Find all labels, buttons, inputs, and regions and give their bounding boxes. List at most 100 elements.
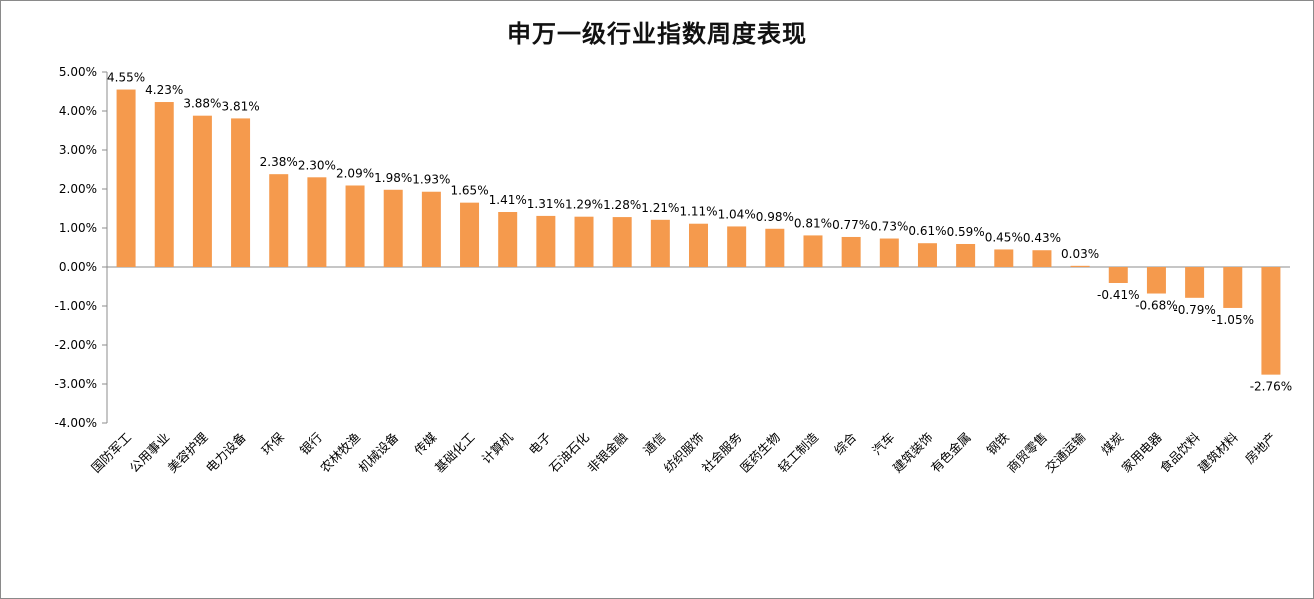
data-label: -0.68% <box>1135 299 1177 313</box>
data-label: 0.98% <box>756 210 794 224</box>
y-tick-label: 2.00% <box>59 182 97 196</box>
bar <box>727 226 747 267</box>
category-label: 公用事业 <box>126 430 172 476</box>
category-label: 交通运输 <box>1042 429 1088 475</box>
data-label: 0.61% <box>908 224 946 238</box>
category-label: 计算机 <box>479 429 516 466</box>
bar <box>421 191 441 267</box>
y-tick-label: -4.00% <box>55 416 97 430</box>
category-label: 环保 <box>259 429 288 458</box>
category-label: 传媒 <box>411 429 440 458</box>
bar <box>1108 267 1128 283</box>
data-label: 2.09% <box>336 166 374 180</box>
bar <box>1032 250 1052 267</box>
category-label: 国防军工 <box>88 430 134 476</box>
bar <box>192 115 212 268</box>
data-label: 1.93% <box>412 173 450 187</box>
y-tick-label: -1.00% <box>55 299 97 313</box>
category-label: 食品饮料 <box>1157 429 1203 475</box>
y-tick-label: -3.00% <box>55 377 97 391</box>
data-label: 1.04% <box>718 207 756 221</box>
bar <box>1146 267 1166 294</box>
bars-layer <box>116 89 1281 375</box>
data-label: 4.23% <box>145 83 183 97</box>
bar <box>994 249 1014 267</box>
category-label: 美容护理 <box>165 429 211 475</box>
data-label: 0.81% <box>794 216 832 230</box>
category-label: 煤炭 <box>1098 430 1126 458</box>
data-label: 1.98% <box>374 171 412 185</box>
bar <box>460 202 480 267</box>
category-label: 社会服务 <box>699 430 745 476</box>
bar <box>116 89 136 267</box>
bar <box>536 215 556 267</box>
data-label: 1.31% <box>527 197 565 211</box>
bar <box>765 228 785 267</box>
bar <box>345 185 365 267</box>
category-label: 医药生物 <box>737 430 783 476</box>
bar <box>383 189 403 267</box>
bar <box>650 219 670 267</box>
bar <box>269 174 289 267</box>
data-label: 3.81% <box>222 99 260 113</box>
category-label: 电力设备 <box>203 429 249 475</box>
category-label: 房地产 <box>1242 430 1279 467</box>
y-tick-label: -2.00% <box>55 338 97 352</box>
data-label: 0.59% <box>947 225 985 239</box>
data-label: 0.43% <box>1023 231 1061 245</box>
category-label: 机械设备 <box>355 429 401 475</box>
category-label: 石油石化 <box>546 429 592 475</box>
data-label: 3.88% <box>183 97 221 111</box>
category-label: 农林牧渔 <box>317 430 363 476</box>
bar <box>574 216 594 267</box>
data-label: 0.45% <box>985 230 1023 244</box>
category-label: 有色金属 <box>928 430 974 476</box>
category-label: 非银金融 <box>584 429 630 475</box>
category-label: 家用电器 <box>1119 429 1165 475</box>
category-label: 汽车 <box>869 430 897 458</box>
data-label: -0.79% <box>1173 303 1215 317</box>
data-label: 2.30% <box>298 158 336 172</box>
bar <box>498 212 518 267</box>
data-label: 0.73% <box>870 220 908 234</box>
category-label: 基础化工 <box>432 430 478 476</box>
data-label: 4.55% <box>107 71 145 85</box>
data-label: 0.77% <box>832 218 870 232</box>
data-label: -2.76% <box>1250 380 1292 394</box>
category-label: 建筑装饰 <box>890 430 936 476</box>
category-label: 银行 <box>297 430 325 458</box>
category-label: 建筑材料 <box>1195 429 1241 475</box>
bar <box>307 177 327 267</box>
data-label: 0.03% <box>1061 247 1099 261</box>
data-labels-layer: 4.55%4.23%3.88% 3.81% 2.38% 2.30%2.09% 1.98%… <box>107 71 1292 394</box>
data-label: 2.38% <box>260 155 298 169</box>
category-label: 商贸零售 <box>1004 430 1050 476</box>
bar <box>612 217 632 267</box>
bar <box>1223 267 1243 308</box>
data-label: 1.21% <box>641 201 679 215</box>
bar <box>154 102 174 267</box>
bar <box>1185 267 1205 298</box>
category-label: 轻工制造 <box>775 429 821 475</box>
data-label: -0.41% <box>1097 288 1139 302</box>
data-label: 1.29% <box>565 198 603 212</box>
data-label: -1.05% <box>1212 313 1254 327</box>
category-label: 纺织服饰 <box>661 430 707 476</box>
bar <box>803 235 823 267</box>
data-label: 1.41% <box>489 193 527 207</box>
bar <box>231 118 251 267</box>
data-label: 1.65% <box>450 184 488 198</box>
bar <box>956 243 976 267</box>
category-label: 综合 <box>831 429 860 458</box>
bar <box>1070 265 1090 267</box>
chart-title: 申万一级行业指数周度表现 <box>507 20 807 48</box>
bar <box>689 223 708 267</box>
y-tick-label: 3.00% <box>59 143 97 157</box>
axes-layer: 5.00% 4.00% 3.00% 2.00% 1.00% 0.00% -1.00% -2.0… <box>55 65 1290 430</box>
y-tick-label: 1.00% <box>59 221 97 235</box>
y-tick-label: 5.00% <box>59 65 97 79</box>
data-label: 1.11% <box>679 205 717 219</box>
